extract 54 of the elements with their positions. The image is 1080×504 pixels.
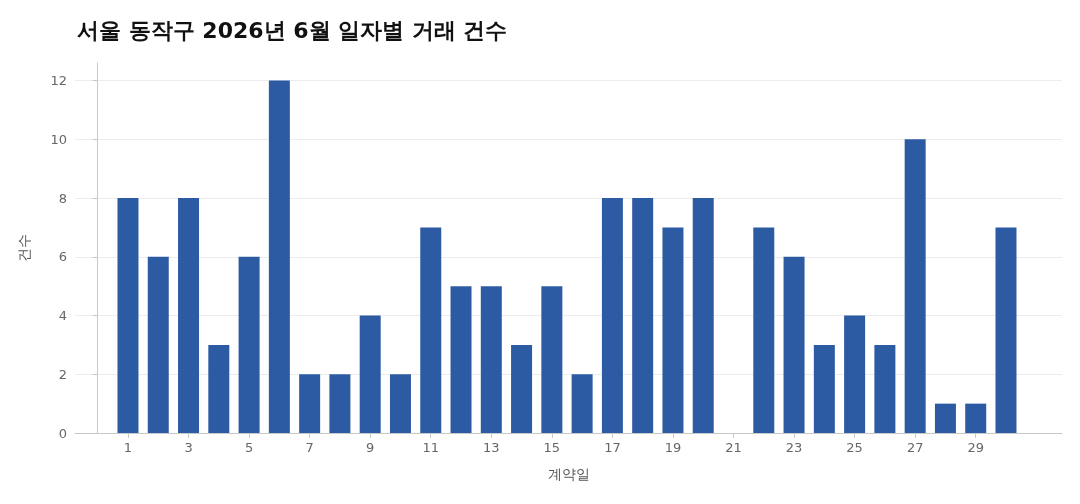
chart-title: 서울 동작구 2026년 6월 일자별 거래 건수 — [77, 17, 508, 43]
bar — [389, 374, 411, 433]
bar — [995, 227, 1017, 433]
x-tick-label: 17 — [604, 440, 621, 455]
y-tick-label: 0 — [58, 425, 67, 441]
x-tick-label: 5 — [244, 440, 254, 455]
x-axis-title: 계약일 — [547, 466, 590, 482]
x-tick-label: 13 — [483, 440, 500, 455]
x-tick-label: 29 — [967, 440, 984, 455]
bar — [571, 374, 593, 433]
x-tick-label: 27 — [906, 440, 924, 455]
bar — [541, 286, 563, 433]
bar — [329, 374, 351, 433]
bar — [813, 344, 835, 433]
x-tick-label: 1 — [123, 440, 133, 455]
x-tick-label: 23 — [785, 440, 803, 455]
bar — [783, 256, 805, 433]
x-tick-label: 15 — [543, 440, 561, 455]
bar — [359, 315, 381, 433]
bar — [147, 256, 169, 433]
y-tick-label: 10 — [50, 131, 67, 147]
y-tick-label: 8 — [58, 190, 67, 206]
bar — [420, 227, 442, 433]
x-tick-label: 9 — [366, 440, 375, 455]
y-tick-label: 4 — [58, 308, 67, 324]
y-axis-title: 건수 — [16, 234, 32, 262]
bar — [601, 198, 623, 433]
bar — [632, 198, 654, 433]
bar — [844, 315, 866, 433]
x-tick-label: 3 — [184, 440, 193, 455]
y-tick-label: 2 — [58, 366, 67, 382]
bar — [480, 286, 502, 433]
bar — [874, 344, 896, 433]
bar — [662, 227, 684, 433]
bar — [511, 344, 533, 433]
x-tick-label: 7 — [305, 440, 314, 455]
bar — [934, 403, 956, 433]
x-tick-label: 21 — [725, 440, 742, 455]
bar — [299, 374, 321, 433]
bar — [178, 198, 200, 433]
bar — [753, 227, 775, 433]
bar — [904, 139, 926, 433]
bar — [208, 344, 230, 433]
y-tick-label: 12 — [50, 73, 67, 89]
y-tick-label: 6 — [58, 249, 67, 265]
bar — [692, 198, 714, 433]
bar — [965, 403, 987, 433]
x-tick-label: 11 — [422, 440, 440, 455]
bar — [450, 286, 472, 433]
bar — [268, 80, 290, 433]
x-tick-label: 25 — [846, 440, 863, 455]
bar — [117, 198, 139, 433]
bar — [238, 256, 260, 433]
x-tick-label: 19 — [664, 440, 682, 455]
